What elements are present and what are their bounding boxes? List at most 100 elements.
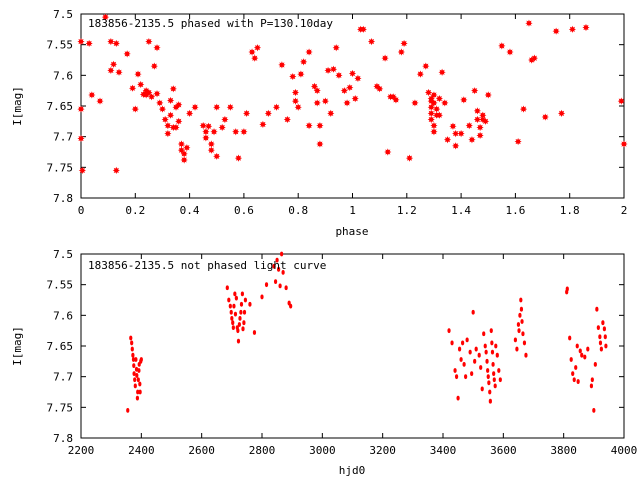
data-point: [506, 48, 514, 56]
data-point: [376, 85, 384, 93]
data-point: [133, 377, 137, 383]
data-point: [153, 44, 161, 52]
data-point: [248, 48, 256, 56]
data-point: [231, 325, 235, 330]
data-point: [593, 362, 597, 367]
data-point: [491, 362, 495, 367]
data-point: [164, 122, 172, 130]
data-point: [136, 389, 140, 395]
data-point: [488, 398, 492, 404]
data-point: [430, 99, 438, 107]
data-point: [107, 66, 115, 75]
data-point: [241, 326, 245, 332]
data-point: [129, 335, 133, 341]
data-point: [514, 137, 522, 146]
data-point: [524, 352, 528, 358]
data-point: [232, 303, 236, 309]
unphased-plot-frame: [80, 253, 625, 439]
data-point: [471, 87, 479, 95]
data-point: [424, 88, 433, 97]
data-point: [488, 389, 492, 395]
data-point: [586, 346, 590, 352]
data-point: [259, 120, 267, 128]
data-point: [183, 144, 191, 152]
data-point: [416, 70, 424, 78]
data-point: [248, 301, 252, 307]
data-point: [519, 105, 528, 113]
data-point: [473, 115, 481, 124]
data-point: [138, 381, 142, 387]
phased-y-label: I[mag]: [11, 86, 24, 126]
data-point: [135, 373, 139, 378]
data-point: [427, 115, 435, 124]
data-point: [313, 87, 321, 95]
data-point: [221, 115, 229, 124]
data-point: [260, 294, 264, 300]
data-point: [234, 154, 243, 162]
data-point: [231, 320, 235, 326]
y-tick-label: 7.8: [53, 432, 73, 445]
data-point: [602, 326, 606, 332]
data-point: [397, 48, 405, 56]
data-point: [284, 285, 288, 291]
data-point: [228, 303, 232, 309]
data-point: [495, 352, 499, 358]
data-point: [77, 105, 85, 113]
data-point: [273, 279, 278, 284]
data-point: [465, 122, 473, 130]
data-point: [457, 346, 462, 352]
data-point: [278, 283, 282, 289]
unphased-points: [126, 251, 608, 413]
data-point: [310, 82, 319, 90]
data-point: [574, 365, 578, 370]
data-point: [441, 99, 449, 107]
data-point: [457, 130, 465, 138]
data-point: [433, 105, 441, 113]
data-point: [233, 291, 237, 297]
data-point: [232, 128, 240, 136]
data-point: [476, 131, 484, 140]
data-point: [497, 368, 501, 373]
data-point: [213, 152, 221, 160]
data-point: [346, 84, 354, 92]
data-point: [316, 140, 324, 148]
phased-title: 183856-2135.5 phased with P=130.10day: [88, 17, 333, 30]
data-point: [132, 363, 136, 369]
data-point: [153, 90, 161, 98]
data-point: [131, 352, 135, 358]
data-point: [239, 309, 243, 315]
data-point: [236, 338, 241, 344]
y-tick-label: 7.7: [53, 131, 73, 144]
x-tick-label: 3600: [490, 444, 517, 457]
data-point: [367, 38, 376, 46]
data-point: [243, 297, 248, 303]
data-point: [515, 346, 519, 352]
phased-x-label: phase: [335, 225, 368, 238]
data-point: [519, 306, 524, 312]
y-tick-label: 7.8: [53, 192, 73, 205]
data-point: [435, 95, 443, 103]
data-point: [348, 69, 357, 78]
data-point: [264, 282, 269, 288]
data-point: [494, 343, 498, 349]
data-point: [450, 340, 454, 346]
data-point: [177, 140, 186, 148]
data-point: [150, 62, 158, 70]
data-point: [422, 62, 430, 70]
data-point: [240, 128, 248, 136]
data-point: [473, 358, 477, 364]
data-point: [313, 99, 321, 107]
data-point: [77, 134, 85, 143]
data-point: [359, 25, 367, 33]
data-point: [476, 123, 484, 132]
data-point: [327, 109, 335, 117]
y-tick-label: 7.75: [47, 161, 74, 174]
data-point: [578, 348, 582, 354]
x-tick-label: 4000: [611, 444, 638, 457]
data-point: [541, 113, 549, 121]
data-point: [112, 166, 120, 174]
x-tick-label: 2: [621, 204, 628, 217]
data-point: [617, 97, 625, 105]
unphased-y-axis: 7.5 7.55 7.6 7.65 7.7 7.75 7.8: [47, 248, 624, 445]
data-point: [132, 371, 136, 376]
